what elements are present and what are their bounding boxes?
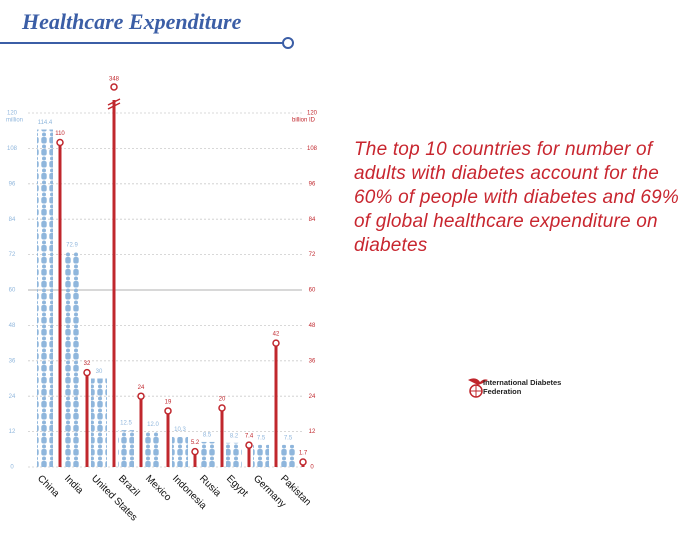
value-label: 20	[219, 397, 226, 403]
y2-axis-label: billion ID	[292, 118, 316, 124]
value-label: 7.5	[284, 435, 293, 441]
value-label: 7.5	[257, 435, 266, 441]
people-column	[253, 444, 269, 467]
title: Healthcare Expenditure	[21, 9, 242, 34]
x-tick-label: Mexico	[143, 473, 173, 503]
y-tick-label: 36	[9, 358, 16, 364]
value-label: 12.5	[120, 421, 132, 427]
people-column	[145, 431, 161, 467]
y2-tick-label: 96	[309, 181, 316, 187]
value-label: 32	[84, 361, 91, 367]
stem-cap	[299, 458, 307, 466]
stem-cap	[191, 447, 199, 456]
stem-cap	[56, 138, 64, 147]
y2-tick-label: 36	[309, 358, 316, 364]
title-dot	[282, 37, 294, 49]
y-axis-label: million	[6, 118, 23, 124]
logo-icon	[468, 378, 488, 398]
people-column	[91, 378, 107, 467]
y-tick-label: 120	[7, 111, 18, 117]
stem-cap	[218, 404, 226, 412]
y2-tick-label: 108	[307, 146, 318, 152]
people-column	[118, 430, 134, 467]
y-tick-label: 60	[9, 288, 16, 294]
value-label: 24	[138, 385, 145, 391]
people-column	[199, 441, 215, 467]
y-tick-label: 48	[9, 323, 16, 329]
x-tick-label: China	[35, 473, 62, 500]
value-label: 1.7	[299, 451, 308, 457]
people-column	[172, 436, 188, 467]
y2-tick-label: 84	[309, 217, 316, 223]
value-label: 8.2	[230, 433, 239, 439]
people-column	[64, 251, 80, 467]
x-tick-label: India	[62, 473, 85, 496]
value-label: 8.5	[203, 433, 212, 439]
value-label: 12.0	[147, 422, 159, 428]
value-label: 19	[165, 400, 172, 406]
value-label: 42	[273, 332, 280, 338]
stem-cap	[245, 441, 253, 449]
value-label: 10.3	[174, 427, 186, 433]
x-tick-label: Egypt	[224, 473, 250, 499]
value-label: 348	[109, 77, 120, 83]
value-label: 5.2	[191, 440, 200, 446]
stem-cap	[110, 83, 118, 91]
y2-tick-label: 120	[307, 111, 318, 117]
people-column	[226, 442, 242, 467]
stem-cap	[83, 368, 91, 377]
y2-tick-label: 24	[309, 394, 316, 400]
y-tick-label: 84	[9, 217, 16, 223]
plot-area	[58, 100, 305, 467]
people-column	[280, 444, 296, 467]
value-label: 72.9	[66, 243, 78, 249]
people-column	[37, 129, 53, 467]
value-label: 30	[96, 369, 103, 375]
y-tick-label: 108	[7, 146, 18, 152]
y-tick-label: 12	[9, 429, 16, 435]
stem-cap	[137, 392, 145, 400]
logo-text: International Diabetes Federation	[483, 378, 562, 396]
value-label: 7.4	[245, 434, 254, 440]
y2-tick-label: 72	[309, 252, 316, 258]
note: The top 10 countries for number of adult…	[354, 139, 679, 256]
y-tick-label: 96	[9, 181, 16, 187]
y2-tick-label: 48	[309, 323, 316, 329]
break-mark	[107, 98, 121, 110]
x-tick-label: Brazil	[116, 473, 141, 498]
y-tick-label: 0	[10, 465, 14, 471]
y2-tick-label: 12	[309, 429, 316, 435]
y2-tick-label: 60	[309, 288, 316, 294]
y-tick-label: 72	[9, 252, 16, 258]
value-label: 110	[55, 131, 65, 137]
value-label: 114.4	[38, 120, 53, 126]
y2-tick-label: 0	[310, 465, 314, 471]
stem-cap	[272, 339, 280, 347]
stem-cap	[164, 407, 172, 415]
y-tick-label: 24	[9, 394, 16, 400]
